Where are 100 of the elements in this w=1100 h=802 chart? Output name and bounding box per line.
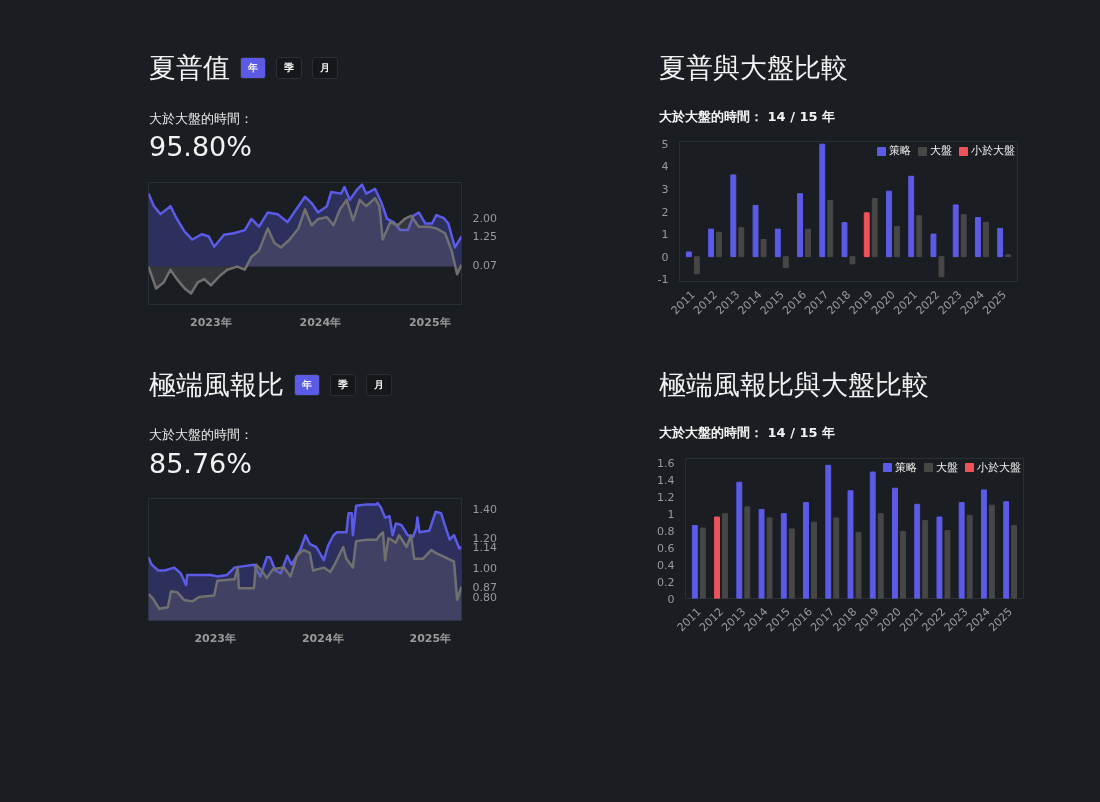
x-tick-label: 2024年 [301, 631, 344, 645]
chart-title: 夏普與大盤比較 [659, 51, 848, 85]
y-tick-label: -1 [657, 273, 669, 287]
y-tick-label: 1.4 [657, 473, 675, 487]
bar [988, 504, 995, 599]
bar [738, 227, 745, 258]
bar [722, 512, 729, 599]
chart-subtitle: 大於大盤的時間： [149, 426, 254, 445]
legend-label: 策略 [889, 143, 911, 159]
chart-subtitle: 大於大盤的時間： [149, 109, 254, 128]
bar [894, 226, 900, 258]
legend-label: 策略 [895, 459, 917, 475]
bar [886, 190, 892, 258]
bar [997, 228, 1004, 258]
y-tick-label: 1.6 [657, 456, 675, 470]
bar [877, 512, 884, 599]
y-tick-label: 0.2 [657, 575, 675, 589]
text: 季 [276, 57, 302, 80]
bar [980, 489, 987, 599]
annotation: 小於大盤 [971, 143, 1015, 159]
bar [944, 529, 951, 599]
bar [871, 198, 878, 258]
text: 年 [294, 373, 320, 397]
bar [693, 256, 700, 275]
bar [797, 193, 803, 258]
x-tick-label: 2024年 [299, 315, 342, 329]
y-tick-label: 0 [661, 250, 669, 264]
bar [825, 464, 832, 599]
bar [803, 501, 809, 599]
bar [938, 256, 945, 278]
bar [849, 256, 856, 265]
y-tick-label: 2 [661, 205, 669, 219]
bar [892, 487, 898, 599]
bar [774, 228, 781, 258]
bar [708, 228, 715, 258]
bar [982, 221, 989, 258]
bar [758, 508, 765, 599]
y-tick-label: 1 [667, 507, 675, 521]
text: 年 [240, 57, 266, 80]
bar [847, 490, 854, 599]
y-tick-label: 1.25 [472, 230, 497, 244]
y-tick-label: 0.4 [657, 558, 675, 572]
annotation: 小於大盤 [977, 459, 1021, 475]
bar [827, 200, 834, 258]
bar [736, 481, 743, 599]
bar [714, 516, 721, 599]
bar [863, 212, 870, 258]
y-tick-label: 0.6 [657, 541, 675, 555]
y-tick-label: 1.40 [472, 503, 497, 517]
bar [974, 217, 981, 258]
bar [900, 530, 906, 599]
bar [760, 239, 767, 258]
legend-label: 大盤 [930, 143, 952, 159]
text: 85.76% [149, 446, 253, 481]
bar [788, 528, 795, 599]
y-tick-label: 3 [661, 183, 669, 197]
y-tick-label: 2.00 [472, 211, 497, 225]
bar [952, 204, 959, 258]
bar [730, 174, 737, 258]
bar [855, 531, 862, 599]
x-tick-label: 2023年 [190, 315, 232, 329]
text: 95.80% [149, 130, 253, 165]
bar [869, 471, 876, 599]
bar [922, 519, 929, 599]
bar [699, 527, 706, 599]
y-tick-label: 1 [661, 228, 669, 242]
bar [780, 512, 787, 599]
bar [914, 503, 921, 599]
text: 季 [330, 373, 356, 397]
chart-title: 夏普值 [149, 52, 230, 83]
bar [960, 214, 967, 258]
bar [916, 215, 923, 258]
bar [811, 521, 817, 599]
y-tick-label: 0.07 [472, 258, 497, 272]
bar [782, 256, 789, 269]
bar [930, 233, 937, 258]
y-tick-label: 1.00 [472, 561, 497, 575]
bar [958, 501, 965, 599]
chart-title: 極端風報比與大盤比較 [659, 367, 929, 402]
x-tick-label: 2025年 [408, 315, 451, 329]
y-tick-label: 0.8 [657, 524, 675, 538]
bar [805, 228, 811, 258]
bar [1011, 524, 1018, 599]
bar [819, 143, 826, 258]
bar [908, 175, 915, 258]
legend-label: 大盤 [936, 459, 958, 475]
text: 月 [366, 373, 392, 397]
chart-subtitle: 大於大盤的時間： 14 / 15 年 [659, 424, 837, 443]
bar [685, 251, 692, 258]
y-tick-label: 5 [661, 137, 669, 151]
bar [716, 231, 723, 258]
bar [966, 514, 973, 599]
y-tick-label: 4 [661, 160, 669, 174]
y-tick-label: 1.14 [472, 541, 497, 555]
chart-title: 極端風報比 [149, 368, 284, 400]
bar [691, 524, 698, 599]
bar [936, 516, 943, 599]
chart-subtitle: 大於大盤的時間： 14 / 15 年 [659, 107, 837, 126]
bar [841, 222, 848, 258]
bar [766, 517, 773, 599]
